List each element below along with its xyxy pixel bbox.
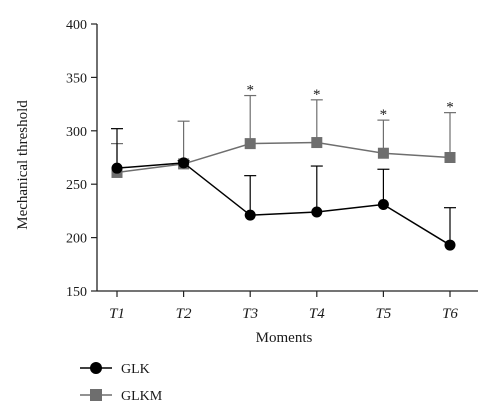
y-tick-label: 200 — [66, 232, 87, 247]
axes — [96, 24, 478, 292]
data-point — [244, 209, 256, 221]
series-layer — [111, 94, 456, 251]
data-point — [377, 198, 389, 210]
x-axis-ticks: T1 T2 T3 T4 T5 T6 — [109, 291, 458, 322]
x-tick-label: T1 — [109, 306, 125, 322]
x-tick-label: T6 — [442, 306, 458, 322]
significance-asterisk: * — [246, 83, 254, 99]
legend-label: GLKM — [121, 389, 163, 404]
significance-asterisk: * — [446, 100, 454, 116]
significance-annotations: * * * * — [246, 83, 453, 124]
y-tick-label: 150 — [66, 285, 87, 300]
x-tick-label: T2 — [176, 306, 192, 322]
data-point — [444, 239, 456, 251]
data-point — [178, 157, 190, 169]
x-tick-label: T3 — [242, 306, 258, 322]
y-axis-title: Mechanical threshold — [15, 100, 31, 230]
y-tick-label: 350 — [66, 71, 87, 86]
data-point — [244, 138, 256, 150]
y-tick-label: 300 — [66, 125, 87, 140]
y-tick-label: 250 — [66, 178, 87, 193]
legend-item-glkm: GLKM — [80, 389, 163, 404]
x-axis-title: Moments — [256, 330, 313, 346]
x-tick-label: T4 — [309, 306, 325, 322]
data-point — [444, 152, 456, 163]
legend-marker — [90, 362, 102, 374]
significance-asterisk: * — [380, 107, 388, 123]
y-tick-label: 400 — [66, 18, 87, 33]
series-glkm — [111, 94, 456, 178]
series-line — [116, 141, 451, 174]
series-line — [116, 162, 451, 246]
x-tick-label: T5 — [375, 306, 391, 322]
legend-item-glk: GLK — [80, 362, 150, 377]
data-point — [377, 147, 389, 159]
legend-label: GLK — [121, 362, 150, 377]
series-glk — [111, 128, 456, 251]
y-axis-ticks: 150 200 250 300 350 400 — [66, 18, 97, 300]
data-point — [311, 137, 323, 149]
significance-asterisk: * — [313, 87, 321, 103]
data-point — [111, 162, 123, 174]
legend: GLK GLKM — [80, 362, 163, 404]
data-point — [311, 206, 323, 218]
legend-marker — [90, 389, 102, 401]
